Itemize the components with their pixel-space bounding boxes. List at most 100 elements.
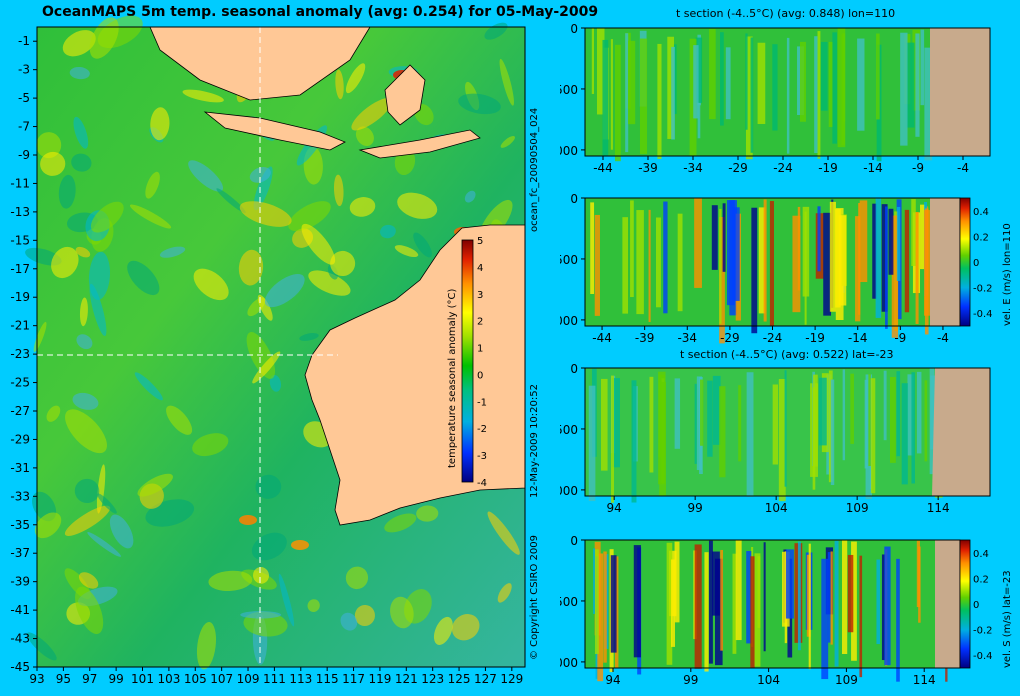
p2-y-tick-label: 0	[570, 192, 578, 206]
map-x-tick-label: 109	[237, 672, 260, 686]
p1-x-tick-label: -14	[863, 161, 883, 175]
p4-y-tick-label: 1000	[560, 656, 578, 670]
vel-e-colorbar	[959, 197, 971, 327]
map-colorbar-tick-label: 3	[477, 290, 483, 301]
t-section-lat-plot: 94 99 104 109 114 0 500 1000	[560, 362, 991, 515]
map-y-tick-label: -9	[18, 148, 30, 162]
p2-x-tick-label: -44	[592, 331, 612, 345]
map-y-tick-label: -1	[18, 34, 30, 48]
p4-colorbar-tick-label: 0.2	[973, 574, 989, 585]
map-x-tick-label: 105	[184, 672, 207, 686]
land-java	[203, 111, 346, 151]
map-x-tick-label: 103	[157, 672, 180, 686]
p1-x-tick-label: -44	[593, 161, 613, 175]
p3-x-tick-label: 94	[607, 501, 622, 515]
p3-x-tick-label: 99	[688, 501, 703, 515]
map-x-tick-label: 123	[421, 672, 444, 686]
map-colorbar-tick-label: -3	[477, 451, 487, 462]
map-x-tick-label: 99	[108, 672, 123, 686]
map-x-tick-label: 93	[29, 672, 44, 686]
vel-s-colorbar-label: vel. S (m/s) lat=-23	[1002, 570, 1013, 668]
map-y-tick-label: -43	[10, 632, 30, 646]
p3-y-tick-label: 500	[560, 423, 578, 437]
run-label: ocean_fc_20090504_024	[529, 107, 540, 232]
land-timor	[358, 129, 481, 159]
p1-y-tick-label: 0	[570, 22, 578, 36]
p4-x-tick-label: 94	[605, 673, 620, 687]
map-x-tick-label: 117	[342, 672, 365, 686]
map-y-tick-label: -35	[10, 518, 30, 532]
map-y-tick-label: -39	[10, 575, 30, 589]
map-x-tick-label: 97	[82, 672, 97, 686]
p3-y-tick-label: 1000	[560, 484, 578, 498]
map-x-tick-label: 125	[448, 672, 471, 686]
p2-y-tick-label: 1000	[560, 314, 578, 328]
p2-colorbar-tick-label: 0.2	[973, 232, 989, 243]
map-y-tick-label: -19	[10, 290, 30, 304]
p2-colorbar-tick-label: 0.4	[973, 207, 989, 218]
map-x-tick-label: 111	[263, 672, 286, 686]
map-colorbar	[461, 239, 474, 483]
map-colorbar-tick-label: 4	[477, 263, 483, 274]
p2-x-tick-label: -9	[894, 331, 906, 345]
map-x-tick-label: 119	[368, 672, 391, 686]
map-y-axis: -1 -3 -5 -7 -9 -11 -13 -15 -17 -19 -21 -23 -25 -27 -29…	[10, 34, 37, 674]
p3-x-tick-label: 104	[765, 501, 788, 515]
p1-y-tick-label: 500	[560, 83, 578, 97]
p4-x-tick-label: 114	[913, 673, 936, 687]
vel-e-colorbar-label: vel. E (m/s) lon=110	[1002, 223, 1013, 326]
map-x-axis: 93 95 97 99 101 103 105 107 109 111 113 115 117 119 12…	[29, 667, 523, 686]
map-y-tick-label: -33	[10, 489, 30, 503]
p1-x-tick-label: -9	[912, 161, 924, 175]
map-y-tick-label: -21	[10, 319, 30, 333]
p4-colorbar-tick-label: 0.4	[973, 549, 989, 560]
map-colorbar-tick-label: 1	[477, 344, 483, 355]
p1-x-tick-label: -39	[638, 161, 658, 175]
map-y-tick-label: -7	[18, 120, 30, 134]
map-colorbar-tick-label: 5	[477, 236, 483, 247]
map-y-tick-label: -23	[10, 347, 30, 361]
map-y-tick-label: -29	[10, 432, 30, 446]
map-x-tick-label: 101	[131, 672, 154, 686]
p4-y-tick-label: 0	[570, 534, 578, 548]
p2-colorbar-tick-label: -0.4	[973, 309, 993, 320]
t-section-lon-plot: -44 -39 -34 -29 -24 -19 -14 -9 -4 0 500 1000	[560, 22, 991, 175]
p1-y-tick-label: 1000	[560, 144, 578, 158]
vel-s-colorbar	[959, 539, 971, 669]
p4-x-tick-label: 109	[835, 673, 858, 687]
map-colorbar-tick-label: -4	[477, 478, 487, 489]
main-title: OceanMAPS 5m temp. seasonal anomaly (avg…	[42, 4, 599, 20]
p1-x-tick-label: -24	[773, 161, 793, 175]
map-y-tick-label: -37	[10, 546, 30, 560]
copyright-label: © Copyright CSIRO 2009	[529, 535, 540, 660]
p2-x-tick-label: -34	[677, 331, 697, 345]
map-y-tick-label: -25	[10, 376, 30, 390]
date-label: 12-May-2009 10:20:52	[529, 384, 540, 498]
vel-s-section-plot: 94 99 104 109 114 0 500 1000 0.4 0.2 0 -0.2 -0.4 vel…	[560, 534, 1013, 687]
map-x-tick-label: 121	[395, 672, 418, 686]
sections-panel: -44 -39 -34 -29 -24 -19 -14 -9 -4 0 500 1000 -44 -39…	[560, 22, 1013, 687]
p2-x-tick-label: -14	[848, 331, 868, 345]
map-x-tick-label: 127	[474, 672, 497, 686]
map-y-tick-label: -27	[10, 404, 30, 418]
p1-x-tick-label: -19	[818, 161, 838, 175]
map-x-tick-label: 95	[56, 672, 71, 686]
map-colorbar-label: temperature seasonal anomaly (°C)	[447, 289, 458, 468]
p2-y-tick-label: 500	[560, 253, 578, 267]
map-y-tick-label: -3	[18, 63, 30, 77]
p2-colorbar-tick-label: -0.2	[973, 284, 993, 295]
map-x-tick-label: 113	[289, 672, 312, 686]
section-land	[930, 28, 990, 156]
map-y-tick-label: -45	[10, 660, 30, 674]
map-colorbar-tick-label: 2	[477, 317, 483, 328]
map-y-tick-label: -13	[10, 205, 30, 219]
p2-colorbar-tick-label: 0	[973, 258, 979, 269]
land-sumatra-borneo	[149, 26, 371, 101]
p3-y-tick-label: 0	[570, 362, 578, 376]
t-section-lat-title: t section (-4..5°C) (avg: 0.522) lat=-23	[680, 348, 894, 361]
p1-x-tick-label: -34	[683, 161, 703, 175]
p4-colorbar-tick-label: 0	[973, 600, 979, 611]
p4-y-tick-label: 500	[560, 595, 578, 609]
t-section-lon-title: t section (-4..5°C) (avg: 0.848) lon=110	[676, 7, 896, 20]
p2-x-tick-label: -39	[635, 331, 655, 345]
